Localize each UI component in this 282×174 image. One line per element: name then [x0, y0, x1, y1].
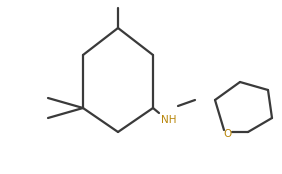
Text: O: O: [224, 129, 232, 139]
Text: NH: NH: [161, 115, 177, 125]
